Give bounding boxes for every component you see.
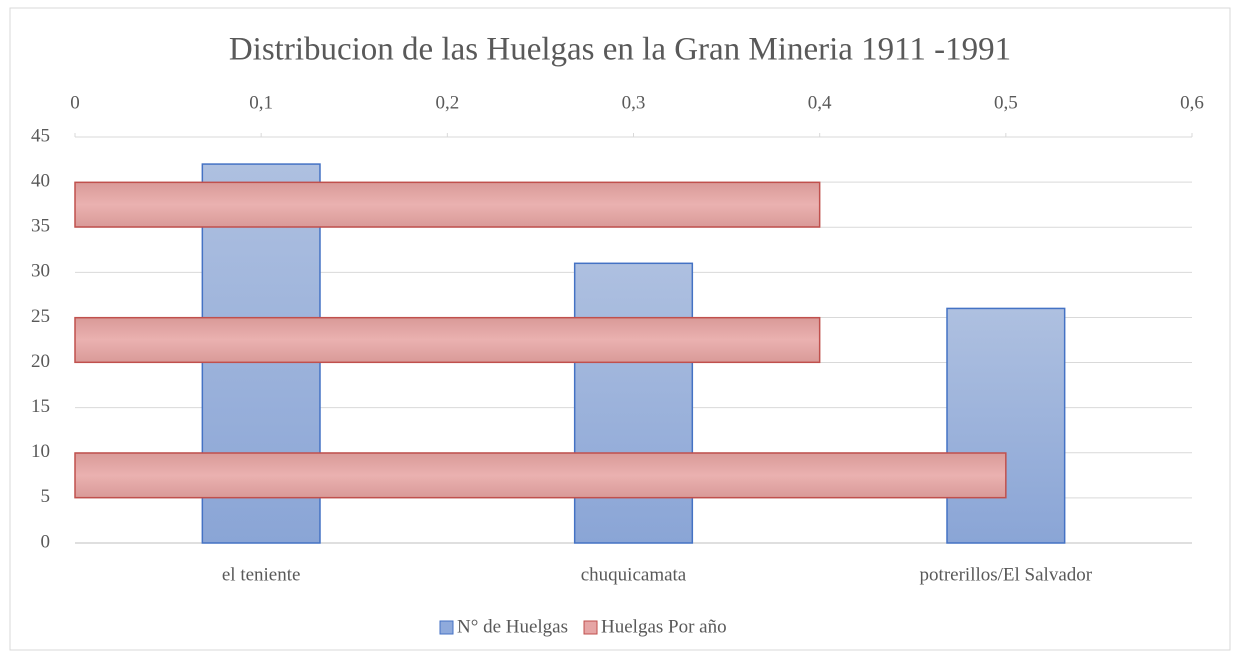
chart-title: Distribucion de las Huelgas en la Gran M… (229, 32, 1011, 68)
y-tick-label: 20 (31, 351, 50, 372)
x2-tick-label: 0,5 (994, 92, 1018, 113)
y-tick-label: 45 (31, 125, 50, 146)
y-tick-label: 40 (31, 170, 50, 191)
y-tick-label: 30 (31, 261, 50, 282)
y-tick-label: 25 (31, 306, 50, 327)
y-tick-label: 0 (41, 531, 51, 552)
legend-swatch (583, 620, 598, 635)
x2-tick-label: 0,1 (249, 92, 273, 113)
x2-tick-label: 0,2 (435, 92, 459, 113)
y-tick-label: 15 (31, 396, 50, 417)
bar (74, 452, 1007, 499)
y-tick-label: 10 (31, 441, 50, 462)
legend-label: N° de Huelgas (457, 616, 568, 637)
y-tick-label: 5 (41, 486, 51, 507)
legend-swatch (439, 620, 454, 635)
x-tick-label: el teniente (222, 564, 301, 585)
x2-tick-label: 0,6 (1180, 92, 1204, 113)
x2-tick-label: 0,3 (622, 92, 646, 113)
bar (74, 181, 821, 228)
x-tick-label: chuquicamata (581, 564, 687, 585)
x-tick-label: potrerillos/El Salvador (920, 564, 1093, 585)
x2-tick-label: 0 (70, 92, 80, 113)
bar (573, 262, 694, 544)
x2-tick-label: 0,4 (808, 92, 832, 113)
bar (946, 307, 1066, 544)
legend-label: Huelgas Por año (601, 616, 727, 637)
y-tick-label: 35 (31, 216, 50, 237)
bar (74, 316, 821, 364)
